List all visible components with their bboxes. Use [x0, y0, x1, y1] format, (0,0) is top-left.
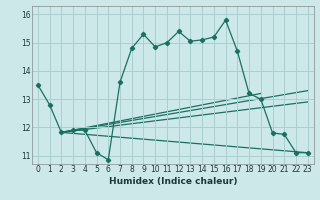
X-axis label: Humidex (Indice chaleur): Humidex (Indice chaleur)	[108, 177, 237, 186]
